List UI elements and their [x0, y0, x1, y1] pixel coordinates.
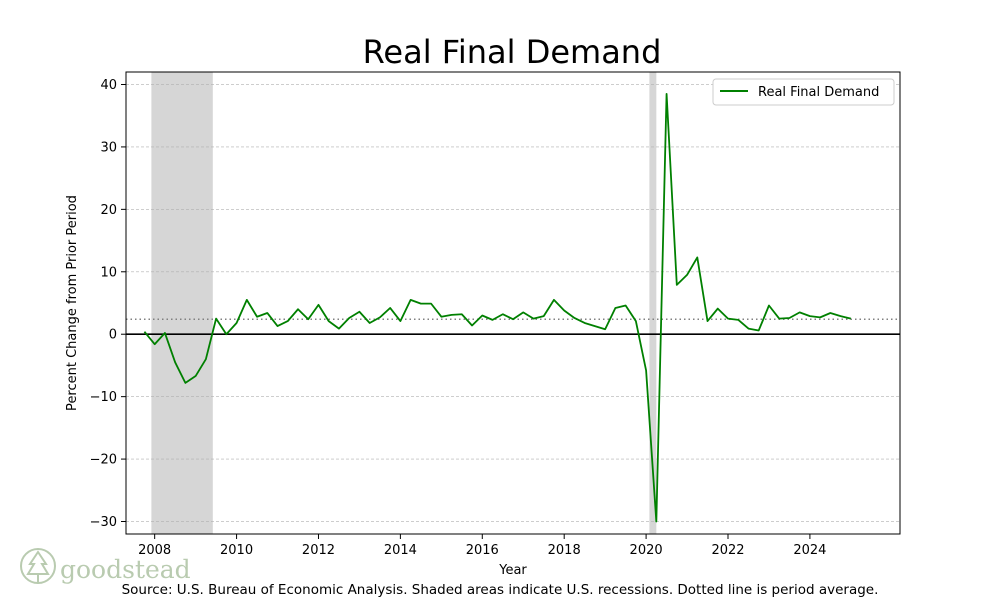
y-tick-label: 20 — [100, 203, 117, 218]
series-lines — [143, 92, 852, 523]
x-tick-label: 2008 — [138, 543, 171, 558]
recession-band-0 — [151, 72, 213, 534]
x-tick-label: 2010 — [220, 543, 253, 558]
plot-frame — [125, 71, 901, 535]
goodstead-logo: goodstead — [20, 548, 191, 584]
logo-wordmark: goodstead — [60, 555, 191, 584]
y-tick-label: 10 — [100, 265, 117, 280]
x-axis-ticks: 2008 2010 2012 2014 2016 2018 2020 2022 2024 — [138, 534, 826, 558]
y-tick-label: 0 — [109, 328, 117, 343]
source-note: Source: U.S. Bureau of Economic Analysis… — [122, 582, 879, 598]
y-tick-label: 30 — [100, 140, 117, 155]
recession-shading — [151, 72, 657, 534]
x-tick-label: 2022 — [711, 543, 744, 558]
recession-band-1 — [649, 72, 657, 534]
gridlines — [126, 84, 900, 522]
x-tick-label: 2020 — [630, 543, 663, 558]
y-tick-label: −20 — [90, 453, 117, 468]
x-tick-label: 2012 — [302, 543, 335, 558]
x-tick-label: 2014 — [384, 543, 417, 558]
x-tick-label: 2018 — [548, 543, 581, 558]
y-tick-label: −30 — [90, 515, 117, 530]
legend-label: Real Final Demand — [758, 85, 879, 100]
x-axis-label: Year — [498, 563, 527, 578]
y-axis-label: Percent Change from Prior Period — [65, 195, 80, 411]
chart-title: Real Final Demand — [363, 33, 662, 71]
tree-icon — [20, 548, 56, 584]
x-tick-label: 2024 — [793, 543, 826, 558]
reference-lines — [126, 318, 900, 336]
legend: Real Final Demand — [712, 78, 895, 106]
y-tick-label: −10 — [90, 390, 117, 405]
y-tick-label: 40 — [100, 78, 117, 93]
legend-box — [712, 78, 895, 106]
y-axis-ticks: −30 −20 −10 0 10 20 30 40 — [90, 78, 126, 530]
x-tick-label: 2016 — [466, 543, 499, 558]
series-line-0 — [143, 92, 852, 523]
